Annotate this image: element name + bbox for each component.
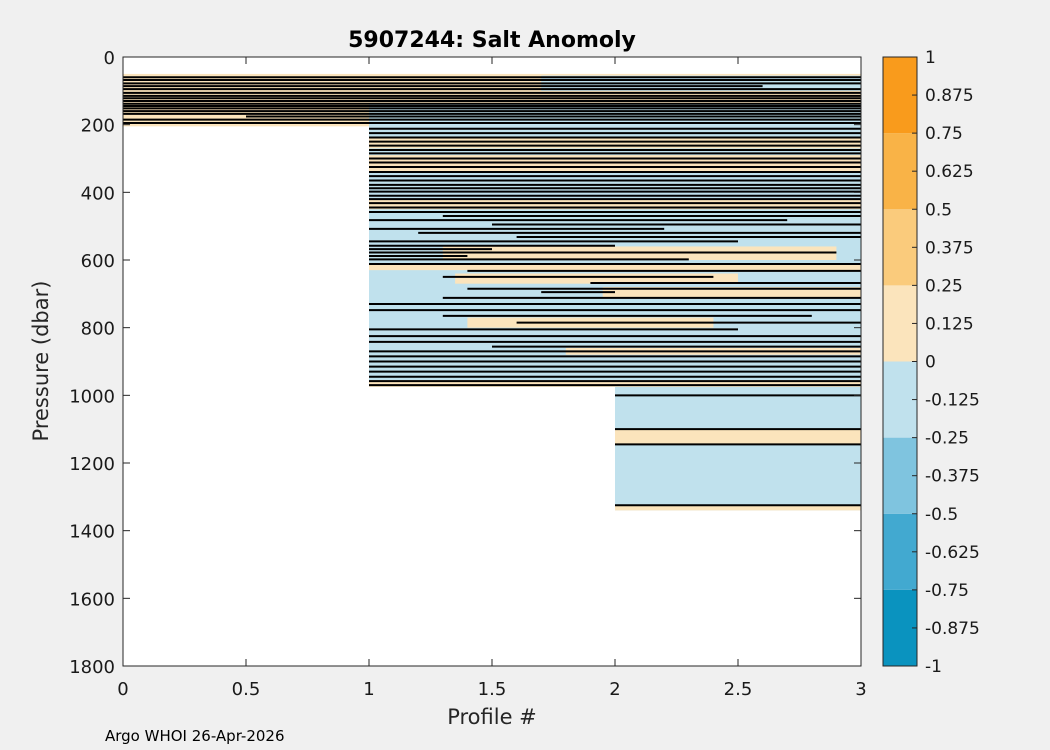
anomaly-band-8	[369, 263, 861, 271]
x-axis-label: Profile #	[447, 705, 537, 729]
colorbar-tick-label-10: -0.25	[925, 429, 969, 449]
colorbar-tick-label-9: -0.125	[925, 391, 980, 411]
x-tick-label-5: 2.5	[724, 679, 753, 700]
anomaly-band-13	[369, 380, 861, 387]
y-tick-label-2: 400	[81, 183, 115, 204]
y-tick-label-4: 800	[81, 319, 115, 340]
y-tick-label-9: 1800	[69, 657, 115, 678]
y-tick-label-5: 1000	[69, 386, 115, 407]
x-tick-label-1: 0.5	[232, 679, 261, 700]
y-axis-ticks: 0 200 400 600 800 1000 1200 1400 1600 1800	[69, 48, 861, 678]
x-tick-label-4: 2	[609, 679, 620, 700]
x-axis-ticks: 0 0.5 1 1.5 2 2.5 3	[117, 57, 867, 700]
colorbar-tick-label-5: 0.375	[925, 238, 974, 258]
y-tick-label-8: 1600	[69, 589, 115, 610]
anomaly-band-10	[602, 287, 861, 298]
anomaly-band-9	[455, 273, 738, 284]
y-tick-label-3: 600	[81, 251, 115, 272]
colorbar-tick-label-7: 0.125	[925, 314, 974, 334]
anomaly-band-15	[615, 429, 861, 445]
x-tick-label-6: 3	[855, 679, 866, 700]
x-tick-label-3: 1.5	[478, 679, 507, 700]
y-tick-label-7: 1400	[69, 522, 115, 543]
colorbar-tick-label-1: 0.875	[925, 86, 974, 106]
colorbar: 1 0.875 0.75 0.625 0.5 0.375 0.25 0.125 0 -0.125 -…	[882, 48, 980, 677]
y-tick-label-6: 1200	[69, 454, 115, 475]
colorbar-segment-4	[883, 285, 917, 362]
colorbar-tick-label-13: -0.625	[925, 543, 980, 563]
colorbar-segment-1	[883, 513, 917, 590]
colorbar-tick-label-11: -0.375	[925, 467, 980, 487]
colorbar-tick-label-6: 0.25	[925, 276, 963, 296]
anomaly-band-14	[615, 386, 861, 511]
y-axis-label: Pressure (dbar)	[29, 281, 53, 442]
colorbar-tick-label-2: 0.75	[925, 124, 963, 144]
colorbar-tick-label-16: -1	[925, 657, 942, 677]
colorbar-segment-3	[883, 361, 917, 438]
x-tick-label-0: 0	[117, 679, 128, 700]
colorbar-segment-6	[883, 133, 917, 210]
chart-title: 5907244: Salt Anomoly	[348, 28, 636, 53]
colorbar-segment-5	[883, 209, 917, 286]
footer-credit: Argo WHOI 26-Apr-2026	[105, 727, 285, 745]
anomaly-band-4	[369, 138, 861, 149]
anomaly-band-6	[369, 199, 861, 210]
anomaly-band-2	[369, 104, 861, 127]
colorbar-tick-label-14: -0.75	[925, 581, 969, 601]
colorbar-tick-label-15: -0.875	[925, 619, 980, 639]
anomaly-band-16	[615, 505, 861, 511]
colorbar-segment-2	[883, 437, 917, 514]
x-tick-label-2: 1	[363, 679, 374, 700]
colorbar-segment-7	[883, 57, 917, 134]
contour-lines	[123, 76, 861, 507]
colorbar-tick-label-0: 1	[925, 48, 936, 68]
colorbar-tick-label-8: 0	[925, 353, 936, 373]
colorbar-tick-label-12: -0.5	[925, 505, 958, 525]
y-tick-label-1: 200	[81, 116, 115, 137]
colorbar-tick-label-3: 0.625	[925, 162, 974, 182]
y-tick-label-0: 0	[104, 48, 115, 69]
colorbar-segment-0	[883, 589, 917, 666]
colorbar-tick-label-4: 0.5	[925, 200, 952, 220]
